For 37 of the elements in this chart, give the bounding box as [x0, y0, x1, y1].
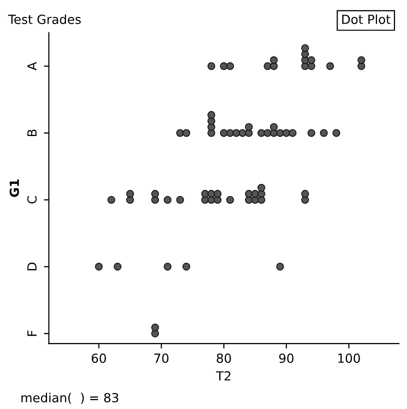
point [257, 129, 266, 137]
point [220, 62, 228, 70]
point [332, 129, 340, 137]
chart-title: Test Grades [8, 14, 81, 24]
y-tick-label: A [27, 62, 37, 70]
y-tick-label: D [27, 262, 37, 270]
point [288, 129, 296, 137]
point [220, 129, 228, 137]
x-tick-label: 100 [338, 354, 360, 363]
y-tick-label: B [27, 130, 37, 136]
point [107, 196, 116, 204]
y-tick-label: F [27, 330, 37, 336]
point [207, 62, 216, 70]
point [226, 62, 234, 70]
point [276, 262, 284, 271]
text: median( ) = 83 [21, 392, 118, 404]
y-axis-title: G1 [10, 180, 20, 197]
point [320, 129, 328, 137]
point [94, 262, 103, 271]
point [282, 129, 290, 137]
x-tick-label: 60 [92, 354, 106, 363]
point [226, 196, 234, 204]
text: Dot Plot [342, 14, 390, 24]
point [176, 196, 184, 204]
point [232, 129, 240, 137]
x-tick-label: 90 [279, 354, 294, 363]
x-tick-label: 70 [154, 354, 168, 363]
point [114, 262, 122, 271]
y-tick-label: C [27, 196, 37, 204]
x-axis-title: T2 [216, 371, 230, 380]
point [307, 129, 316, 137]
point [182, 262, 190, 271]
point [182, 129, 190, 137]
point [326, 62, 334, 70]
point [164, 262, 172, 271]
point [164, 196, 172, 204]
x-tick-label: 80 [216, 354, 231, 363]
